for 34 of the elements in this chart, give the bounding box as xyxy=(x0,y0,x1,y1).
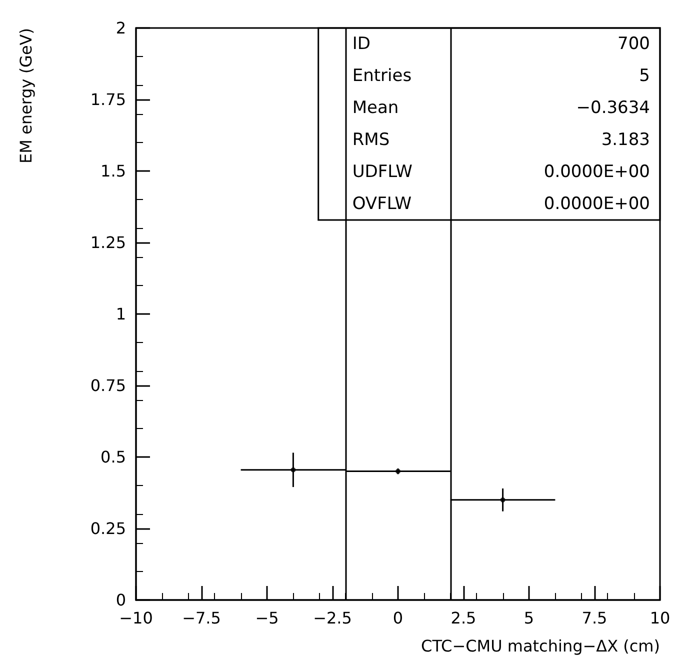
x-tick-label: −10 xyxy=(119,608,153,628)
x-tick-label: −5 xyxy=(255,608,279,628)
x-tick-label: 0 xyxy=(392,608,404,628)
annotation: 3.183 xyxy=(601,130,650,150)
x-tick-label: −2.5 xyxy=(313,608,352,628)
y-tick-label: 0.5 xyxy=(100,448,126,466)
x-tick-label: 2.5 xyxy=(450,608,476,628)
x-tick-label: 7.5 xyxy=(582,608,608,628)
annotation: UDFLW xyxy=(352,162,413,182)
y-tick-label: 1 xyxy=(116,304,126,324)
annotation: 0.0000E+00 xyxy=(544,194,650,214)
y-axis-title: EM energy (GeV) xyxy=(16,28,36,164)
x-axis-title: CTC−CMU matching−ΔX (cm) xyxy=(421,636,660,656)
annotation: RMS xyxy=(352,130,390,150)
annotation: Entries xyxy=(352,66,412,86)
point xyxy=(290,467,296,472)
annotation: 5 xyxy=(639,66,650,86)
y-tick-label: 0 xyxy=(116,590,126,610)
x-tick-label: 5 xyxy=(524,608,534,628)
x-tick-label: −7.5 xyxy=(182,608,221,628)
annotation: Mean xyxy=(352,98,399,118)
y-tick-label: 1.75 xyxy=(90,90,126,109)
y-tick-label: 0.75 xyxy=(90,376,126,395)
y-tick-label: 0.25 xyxy=(90,519,126,538)
point xyxy=(500,497,506,502)
annotation: OVFLW xyxy=(352,194,412,214)
x-tick-label: 10 xyxy=(650,608,670,628)
y-tick-label: 1.5 xyxy=(100,162,126,180)
y-tick-label: 2 xyxy=(116,18,126,38)
y-tick-label: 1.25 xyxy=(90,233,126,252)
annotation: ID xyxy=(352,34,370,54)
annotation: 0.0000E+00 xyxy=(544,162,650,182)
annotation: −0.3634 xyxy=(576,98,650,118)
annotation: 700 xyxy=(618,34,650,54)
